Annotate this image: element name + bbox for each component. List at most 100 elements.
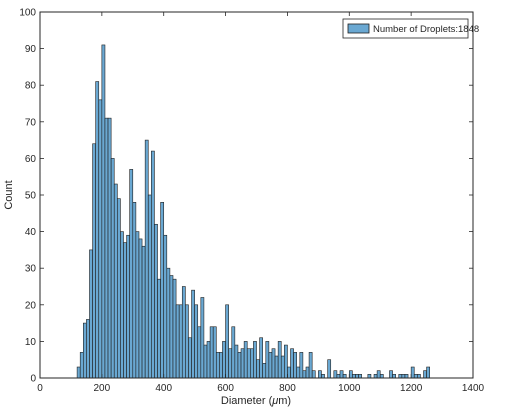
histogram-bar (234, 344, 239, 379)
histogram-bar (222, 341, 226, 379)
histogram-bar (290, 348, 294, 379)
histogram-bar (284, 344, 288, 379)
y-tick-label: 90 (25, 44, 37, 55)
histogram-bar (110, 158, 115, 379)
x-tick-label: 1200 (400, 383, 423, 394)
histogram-bar (188, 337, 192, 379)
histogram-bar (154, 223, 158, 379)
histogram-bar (194, 304, 199, 379)
histogram-bar (141, 245, 146, 379)
histogram-bar (178, 304, 183, 379)
histogram-bar (308, 352, 313, 379)
legend-box (342, 18, 469, 39)
histogram-bar (135, 231, 140, 379)
y-tick-label: 60 (25, 154, 37, 165)
histogram-bar (92, 143, 96, 379)
x-tick-label: 0 (37, 383, 43, 394)
x-tick-label: 200 (94, 383, 111, 394)
y-axis-label: Count (3, 180, 15, 209)
x-tick-label: 1000 (338, 383, 361, 394)
histogram-bar (302, 370, 307, 379)
y-tick-label: 10 (25, 337, 37, 348)
histogram-bar (117, 198, 121, 379)
histogram-bar (120, 231, 124, 379)
histogram-bar (398, 374, 403, 379)
histogram-bar (348, 370, 353, 379)
histogram-bar (423, 370, 427, 379)
histogram-bar (271, 348, 276, 379)
histogram-bar (367, 374, 372, 379)
x-tick-label: 400 (155, 383, 172, 394)
histogram-bar (265, 341, 270, 379)
histogram-bar (76, 366, 81, 379)
histogram-bar (172, 278, 177, 379)
x-axis-ticks: 0 200 400 600 800 1000 1200 1400 (37, 12, 485, 394)
legend-label: Number of Droplets:1848 (373, 24, 479, 35)
histogram-bar (342, 374, 347, 379)
histogram-bar (206, 341, 211, 379)
histogram-bar (107, 117, 112, 379)
histogram-bar (175, 304, 180, 379)
histogram-bar (287, 366, 291, 379)
histogram-bar (212, 326, 217, 379)
histogram-bar (101, 44, 106, 379)
histogram-bar (166, 267, 171, 379)
histogram-bar (379, 374, 384, 379)
histogram-bar (86, 319, 90, 379)
histogram-bar (280, 355, 285, 379)
legend: Number of Droplets:1848 (342, 18, 479, 39)
y-tick-label: 30 (25, 264, 37, 275)
histogram-bar (293, 352, 297, 379)
histogram-bar (219, 352, 223, 379)
histogram-bar (413, 374, 418, 379)
histogram-bar (327, 359, 332, 379)
histogram-bar (89, 249, 93, 379)
histogram-bar (113, 183, 118, 379)
histogram-bar (185, 304, 189, 379)
histogram-bar (336, 374, 341, 379)
histogram-bar (98, 99, 103, 379)
histogram-bar (243, 341, 248, 379)
histogram-bar (151, 150, 155, 379)
histogram-bar (246, 348, 251, 379)
histogram-bar (274, 355, 279, 379)
histogram-bar (358, 374, 362, 379)
histogram-bar (169, 275, 174, 379)
histogram-bar (333, 370, 338, 379)
x-axis-label: Diameter (μm) (221, 395, 291, 407)
histogram-bar (259, 337, 263, 379)
histogram-bar (225, 304, 229, 379)
histogram-bar (250, 348, 254, 379)
histogram-bar (79, 352, 84, 379)
histogram-bar (138, 238, 143, 379)
histogram-bar (376, 370, 381, 379)
histogram-bar (355, 374, 359, 379)
histogram-bar (296, 366, 301, 379)
histogram-bar (95, 81, 100, 379)
y-tick-label: 20 (25, 300, 37, 311)
histogram-bar (228, 348, 233, 379)
histogram-bar (191, 289, 195, 379)
histogram-bar (83, 322, 87, 379)
histogram-bar (160, 202, 165, 379)
histogram-bar (144, 139, 149, 379)
histogram-bar (311, 370, 316, 379)
histogram-bar (373, 374, 378, 379)
plot-area: 0 200 400 600 800 1000 1200 1400 0 10 20 30 40 50 60 7… (19, 8, 484, 395)
y-tick-label: 80 (25, 81, 37, 92)
histogram-bar (318, 370, 322, 379)
histogram-bar (299, 352, 304, 379)
histogram-bar (253, 341, 257, 379)
y-tick-label: 0 (30, 374, 36, 385)
histogram-bar (237, 352, 242, 379)
histogram-bar (417, 374, 421, 379)
histogram-bar (181, 286, 186, 379)
x-tick-label: 1400 (462, 383, 485, 394)
histogram-bar (231, 326, 236, 379)
histogram-bar (200, 297, 205, 379)
histogram-bar (268, 352, 273, 379)
histogram-bar (126, 234, 130, 379)
histogram-bar (209, 326, 214, 379)
histogram-bar (277, 341, 282, 379)
y-tick-label: 100 (19, 8, 36, 19)
